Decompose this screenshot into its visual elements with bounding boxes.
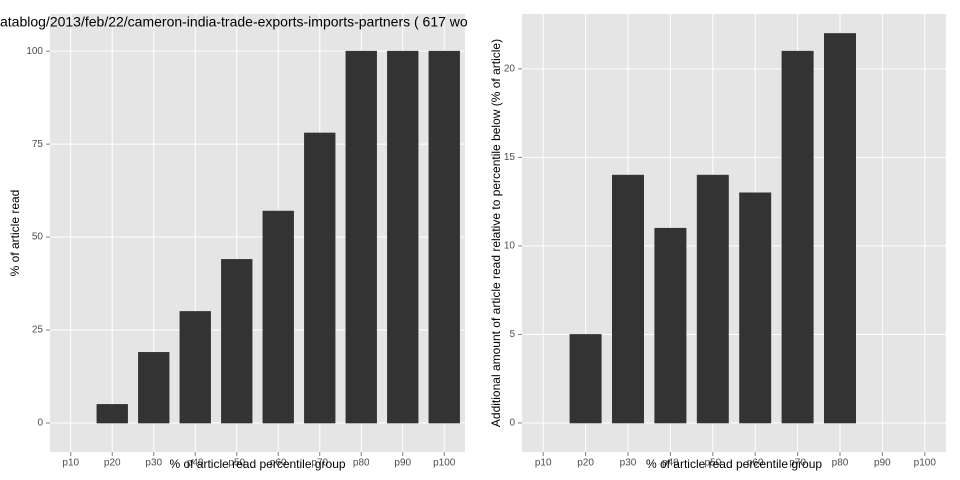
bar bbox=[739, 192, 772, 424]
x-tick-label: p100 bbox=[914, 458, 937, 469]
bar bbox=[654, 227, 687, 424]
x-tick-label: p10 bbox=[535, 458, 552, 469]
x-tick-label: p80 bbox=[832, 458, 849, 469]
bar bbox=[179, 311, 211, 424]
x-tick-label: p20 bbox=[104, 458, 121, 469]
x-tick-label: p100 bbox=[433, 458, 456, 469]
x-tick-label: p20 bbox=[577, 458, 594, 469]
bar bbox=[428, 50, 460, 424]
bar bbox=[262, 210, 294, 424]
bar bbox=[304, 132, 336, 424]
y-tick-label: 100 bbox=[26, 46, 43, 57]
y-tick-label: 20 bbox=[504, 64, 516, 75]
bar bbox=[387, 50, 419, 424]
y-axis-title: Additional amount of article read relati… bbox=[489, 39, 503, 427]
bar bbox=[612, 174, 644, 424]
y-tick-label: 10 bbox=[504, 241, 516, 252]
bar bbox=[221, 259, 253, 424]
x-tick-label: p60 bbox=[747, 458, 764, 469]
bar bbox=[781, 50, 814, 424]
bar bbox=[345, 50, 377, 424]
bar bbox=[824, 33, 856, 424]
bar bbox=[138, 352, 170, 424]
y-tick-label: 5 bbox=[509, 329, 515, 340]
x-tick-label: p90 bbox=[394, 458, 411, 469]
x-tick-label: p70 bbox=[311, 458, 328, 469]
y-tick-label: 0 bbox=[509, 418, 515, 429]
y-tick-label: 0 bbox=[37, 418, 43, 429]
y-tick-label: 75 bbox=[32, 139, 44, 150]
x-tick-label: p10 bbox=[62, 458, 79, 469]
x-tick-label: p40 bbox=[187, 458, 204, 469]
x-tick-label: p30 bbox=[145, 458, 162, 469]
x-tick-label: p70 bbox=[789, 458, 806, 469]
x-tick-label: p50 bbox=[704, 458, 721, 469]
y-axis-title: % of article read bbox=[8, 190, 22, 277]
y-tick-label: 50 bbox=[32, 232, 44, 243]
x-tick-label: p60 bbox=[270, 458, 287, 469]
chart-title: atablog/2013/feb/22/cameron-india-trade-… bbox=[0, 14, 468, 30]
x-tick-label: p80 bbox=[353, 458, 370, 469]
bar bbox=[96, 404, 128, 424]
x-tick-label: p40 bbox=[662, 458, 679, 469]
x-tick-label: p90 bbox=[874, 458, 891, 469]
x-tick-label: p30 bbox=[620, 458, 637, 469]
x-axis-title: % of article read percentile group bbox=[646, 457, 822, 471]
y-tick-label: 15 bbox=[504, 152, 516, 163]
x-axis-title: % of article read percentile group bbox=[169, 457, 345, 471]
bar bbox=[696, 174, 729, 424]
y-tick-label: 25 bbox=[32, 325, 44, 336]
bar bbox=[569, 334, 602, 424]
x-tick-label: p50 bbox=[228, 458, 245, 469]
